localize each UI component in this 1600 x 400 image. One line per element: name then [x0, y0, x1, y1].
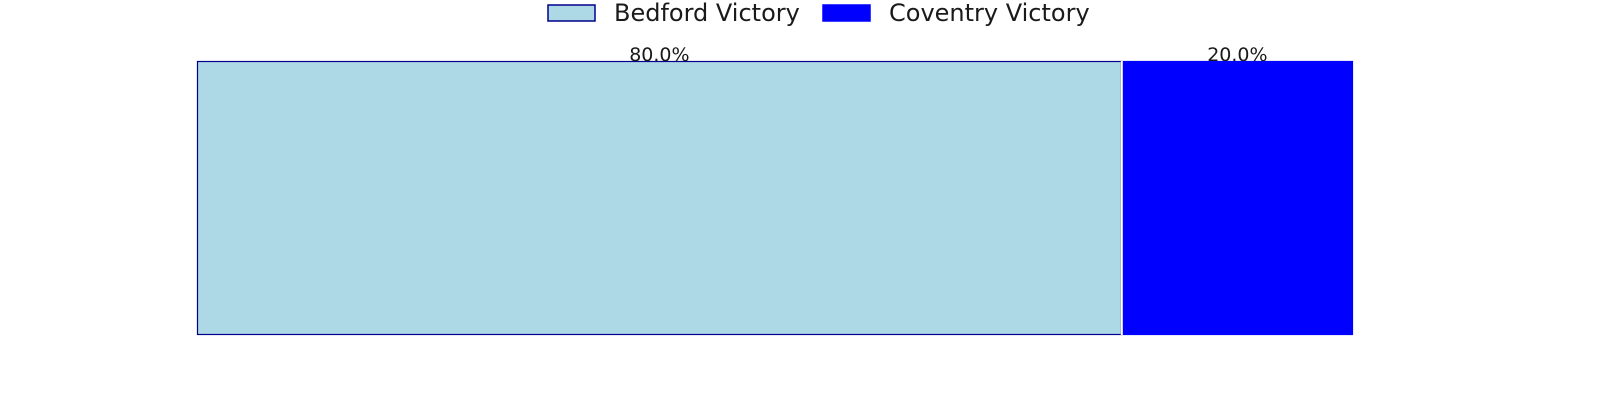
legend-label-bedford-victory: Bedford Victory — [614, 0, 800, 27]
data-labels-group: 80.0% 20.0% — [629, 44, 1267, 66]
legend-label-coventry-victory: Coventry Victory — [889, 0, 1090, 27]
legend-swatch-coventry-victory — [822, 4, 871, 22]
data-label-coventry-victory: 20.0% — [1207, 44, 1267, 66]
data-label-bedford-victory: 80.0% — [629, 44, 689, 66]
legend: Bedford Victory Coventry Victory — [547, 0, 1090, 27]
bar-bedford-victory — [196, 60, 1122, 336]
bar-coventry-victory — [1121, 60, 1354, 336]
legend-swatch-bedford-victory — [547, 4, 596, 22]
bars-group — [196, 60, 1354, 336]
